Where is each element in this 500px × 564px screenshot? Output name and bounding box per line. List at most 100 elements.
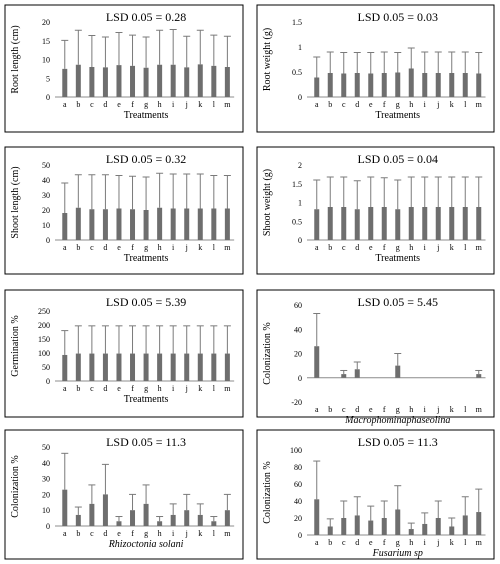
- bar-c: [89, 353, 95, 381]
- category-label: e: [369, 243, 373, 252]
- category-label: a: [315, 538, 319, 547]
- category-label: h: [409, 405, 413, 414]
- y-tick-label: 0: [46, 236, 50, 245]
- category-label: b: [76, 100, 80, 109]
- bar-d: [102, 67, 108, 97]
- bar-m: [476, 374, 482, 378]
- bar-i: [422, 523, 428, 535]
- panel-frame: [256, 4, 495, 133]
- y-tick-label: 0: [46, 377, 50, 386]
- category-label: d: [103, 529, 107, 538]
- category-label: b: [76, 529, 80, 538]
- bar-l: [211, 208, 217, 240]
- category-label: j: [185, 384, 188, 393]
- bar-l: [211, 65, 217, 97]
- y-tick-label: 40: [294, 325, 302, 334]
- bar-a: [62, 354, 68, 381]
- bar-d: [354, 515, 360, 535]
- bar-m: [476, 207, 482, 240]
- bar-m: [224, 208, 230, 240]
- category-label: i: [172, 100, 175, 109]
- bar-j: [184, 510, 190, 526]
- category-label: i: [424, 538, 427, 547]
- y-axis-title: Shoot weight (g): [262, 169, 273, 236]
- x-axis-title: Fusarium sp: [372, 548, 423, 559]
- category-label: g: [144, 384, 148, 393]
- y-tick-label: 40: [42, 459, 50, 468]
- bar-g: [395, 72, 401, 97]
- lsd-annotation: LSD 0.05 = 0.04: [358, 152, 438, 166]
- category-label: d: [355, 538, 359, 547]
- y-axis-title: Colonization %: [262, 322, 273, 385]
- y-axis-title: Germination %: [10, 315, 21, 376]
- bar-l: [462, 515, 468, 535]
- lsd-annotation: LSD 0.05 = 0.03: [358, 10, 438, 24]
- bar-j: [435, 73, 441, 97]
- bar-m: [224, 353, 230, 381]
- category-label: e: [117, 529, 121, 538]
- bar-i: [422, 207, 428, 240]
- x-axis-title: Treatments: [124, 253, 169, 264]
- bar-f: [130, 353, 136, 381]
- category-label: c: [90, 384, 94, 393]
- chart-panel-8: 0 20 40 60 80 100 a b c d e f g h i j k l m LSD 0.05 = 11.3…: [256, 429, 495, 560]
- bar-d: [102, 353, 108, 381]
- category-label: l: [464, 405, 467, 414]
- category-label: e: [369, 100, 373, 109]
- bar-h: [157, 353, 163, 381]
- y-tick-label: 15: [42, 37, 50, 46]
- bar-a: [62, 489, 68, 526]
- bar-i: [170, 208, 176, 240]
- category-label: e: [117, 100, 121, 109]
- bar-e: [368, 207, 374, 240]
- x-axis-title: Rhizoctonia solani: [108, 539, 184, 550]
- category-label: f: [383, 405, 386, 414]
- y-tick-label: 1.5: [292, 180, 302, 189]
- bar-i: [422, 73, 428, 97]
- bar-b: [75, 207, 81, 240]
- lsd-annotation: LSD 0.05 = 0.32: [106, 152, 186, 166]
- category-label: g: [144, 529, 148, 538]
- y-tick-label: 200: [38, 321, 50, 330]
- bar-i: [170, 353, 176, 381]
- category-label: k: [198, 243, 202, 252]
- lsd-annotation: LSD 0.05 = 11.3: [106, 435, 186, 449]
- bar-f: [130, 65, 136, 97]
- panel-frame: [4, 429, 244, 560]
- category-label: d: [355, 243, 359, 252]
- bar-a: [314, 499, 320, 535]
- category-label: a: [63, 384, 67, 393]
- y-tick-label: 5: [46, 74, 50, 83]
- category-label: m: [476, 538, 483, 547]
- y-axis-title: Root weight (g): [262, 28, 273, 91]
- y-tick-label: 30: [42, 191, 50, 200]
- category-label: h: [409, 538, 413, 547]
- category-label: i: [424, 100, 427, 109]
- bar-c: [341, 207, 347, 240]
- bar-j: [435, 518, 441, 535]
- category-label: a: [63, 243, 67, 252]
- y-tick-label: 10: [42, 56, 50, 65]
- bar-l: [462, 73, 468, 97]
- y-axis-title: Shoot length (cm): [10, 166, 21, 238]
- bar-f: [381, 518, 387, 535]
- bar-h: [408, 68, 414, 97]
- chart-panel-4: 0 0.5 1 1.5 2 a b c d e f g h i j k l m LSD 0.05 = 0.04 Tre…: [256, 146, 495, 275]
- y-tick-label: 0.5: [292, 68, 302, 77]
- category-label: b: [76, 384, 80, 393]
- category-label: b: [328, 100, 332, 109]
- bar-j: [184, 67, 190, 97]
- y-axis-title: Colonization %: [262, 461, 273, 524]
- bar-h: [157, 207, 163, 240]
- category-label: d: [103, 100, 107, 109]
- category-label: a: [315, 243, 319, 252]
- y-axis-title: Root length (cm): [10, 25, 21, 93]
- category-label: j: [185, 100, 188, 109]
- bar-m: [224, 510, 230, 526]
- category-label: e: [369, 405, 373, 414]
- category-label: k: [198, 384, 202, 393]
- category-label: c: [342, 243, 346, 252]
- category-label: j: [436, 405, 439, 414]
- bar-e: [116, 65, 122, 97]
- category-label: m: [224, 384, 231, 393]
